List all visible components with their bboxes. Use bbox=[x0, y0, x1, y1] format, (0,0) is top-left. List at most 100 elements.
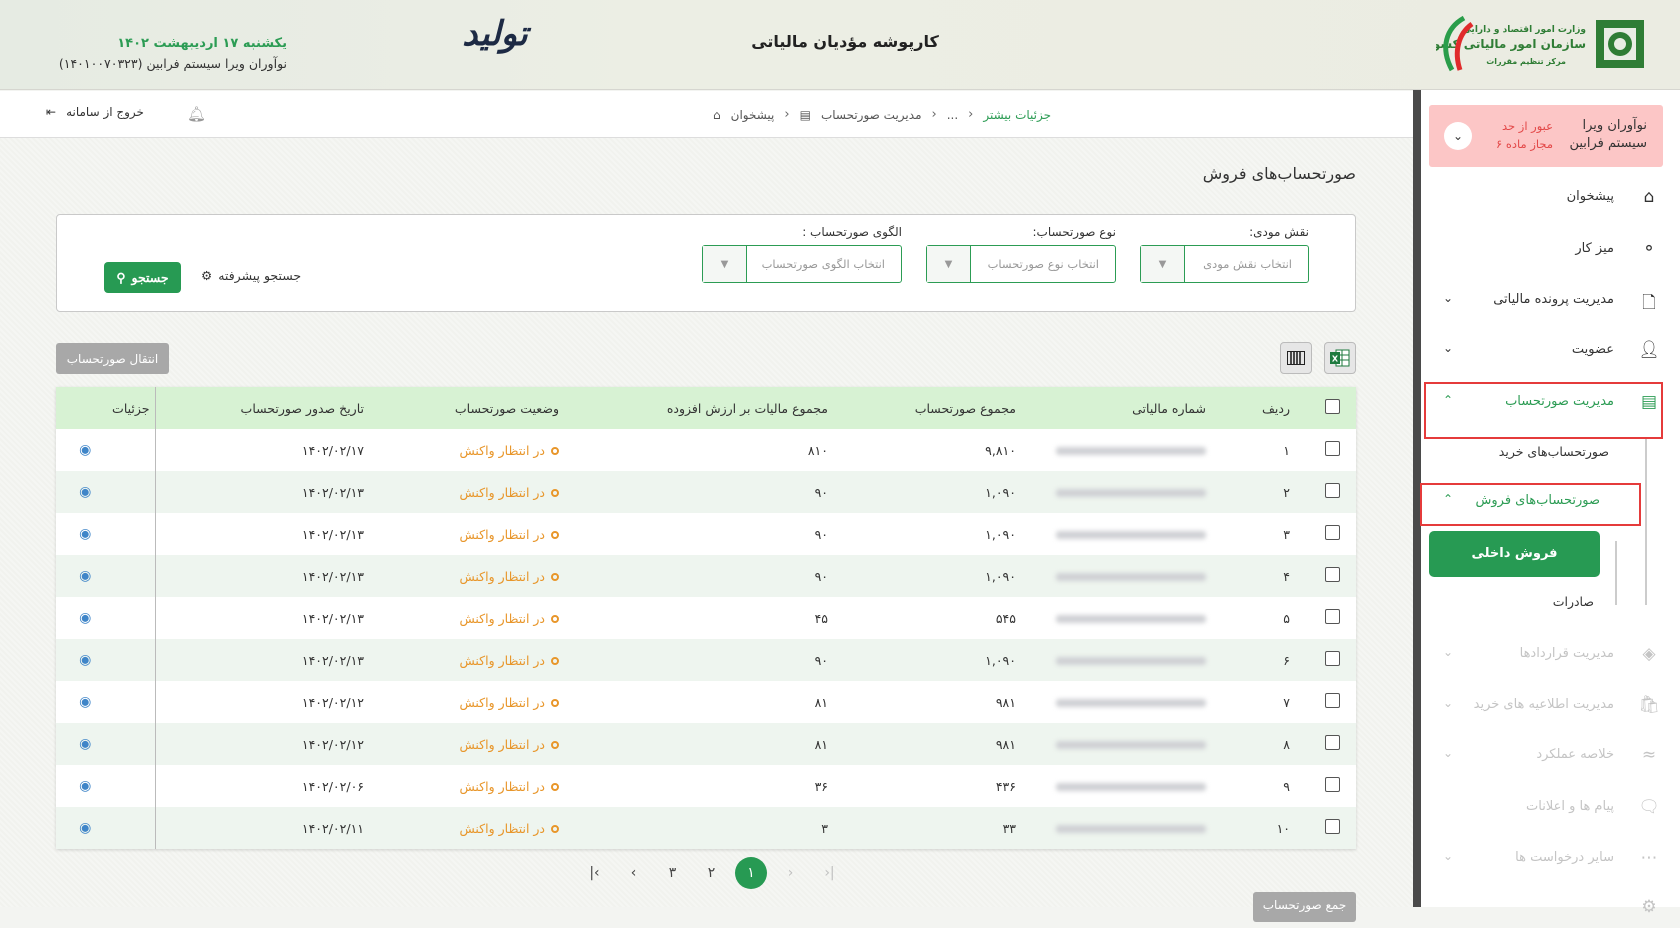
eye-icon[interactable]: ◉ bbox=[79, 736, 92, 752]
eye-icon[interactable]: ◉ bbox=[79, 484, 92, 500]
sidebar-item-purchase-notices[interactable]: 🛍︎ مدیریت اطلاعیه های خرید ⌄ bbox=[1421, 686, 1680, 726]
sidebar-item-invoice-management[interactable]: ▤ مدیریت صورتحساب ⌃ bbox=[1421, 383, 1680, 423]
breadcrumb-current: جزئیات بیشتر bbox=[983, 107, 1052, 122]
first-page-icon[interactable]: |‹ bbox=[589, 865, 600, 881]
sidebar-item-label: پیام ها و اعلانات bbox=[1526, 799, 1614, 814]
invoice-total: ۱,۰۹۰ bbox=[985, 526, 1016, 542]
main-content: صورتحساب‌های فروش نقش مودی: ▼ انتخاب نقش… bbox=[0, 138, 1413, 922]
sidebar-item-label: میز کار bbox=[1575, 241, 1614, 256]
sidebar-item-membership[interactable]: 👤︎ عضویت ⌄ bbox=[1421, 331, 1680, 371]
breadcrumb-home[interactable]: پیشخوان bbox=[730, 107, 775, 122]
search-label: جستجو bbox=[131, 271, 169, 285]
scrollbar[interactable] bbox=[1413, 90, 1421, 907]
chevron-down-icon[interactable]: ⌄ bbox=[1444, 122, 1472, 150]
row-checkbox[interactable] bbox=[1325, 525, 1340, 540]
account-alert[interactable]: نوآوران ویرا سیستم فرابین عبور از حد مجاز … bbox=[1429, 105, 1663, 167]
status-label: در انتظار واکنش bbox=[459, 484, 545, 500]
select-placeholder: انتخاب نوع صورتحساب bbox=[987, 257, 1099, 271]
table-row: ۶ ۱,۰۹۰ ۹۰ در انتظار واکنش ۱۴۰۲/۰۲/۱۳ ◉ bbox=[56, 639, 1356, 681]
message-icon: 🗨︎ bbox=[1638, 797, 1660, 817]
caret-down-icon: ▼ bbox=[703, 246, 747, 282]
transfer-invoice-button[interactable]: انتقال صورتحساب bbox=[56, 343, 169, 374]
pagination: |‹ ‹ ۳ ۲ ۱ › ›| bbox=[575, 856, 849, 890]
columns-icon bbox=[1287, 351, 1305, 365]
column-header[interactable]: مجموع مالیات بر ارزش افزوده bbox=[590, 387, 850, 429]
status-badge: در انتظار واکنش bbox=[390, 471, 590, 513]
eye-icon[interactable]: ◉ bbox=[79, 526, 92, 542]
row-checkbox[interactable] bbox=[1325, 567, 1340, 582]
filter-panel: نقش مودی: ▼ انتخاب نقش مودی نوع صورتحساب… bbox=[56, 214, 1356, 312]
caret-down-icon: ▼ bbox=[1141, 246, 1185, 282]
status-badge: در انتظار واکنش bbox=[390, 807, 590, 849]
breadcrumb-invoice-management[interactable]: مدیریت صورتحساب bbox=[820, 107, 922, 122]
chevron-down-icon: ⌄ bbox=[1443, 849, 1454, 863]
user-icon: 👤︎ bbox=[1638, 340, 1660, 360]
prev-page-icon[interactable]: ‹ bbox=[630, 865, 637, 881]
row-checkbox[interactable] bbox=[1325, 483, 1340, 498]
invoice-total: ۹۸۱ bbox=[995, 694, 1016, 710]
sidebar: نوآوران ویرا سیستم فرابین عبور از حد مجاز … bbox=[1420, 90, 1680, 917]
status-dot-icon bbox=[551, 446, 559, 455]
sidebar-item-export[interactable]: صادرات bbox=[1552, 594, 1594, 609]
sidebar-item-tax-file[interactable]: 🗋︎ مدیریت پرونده مالیاتی ⌄ bbox=[1421, 281, 1680, 321]
sidebar-item-domestic-sales[interactable]: فروش داخلی bbox=[1429, 531, 1600, 577]
invoice-pattern-select[interactable]: ▼ انتخاب الگوی صورتحساب bbox=[702, 245, 902, 283]
columns-button[interactable] bbox=[1280, 342, 1312, 374]
taxpayer-role-select[interactable]: ▼ انتخاب نقش مودی bbox=[1140, 245, 1309, 283]
invoice-type-select[interactable]: ▼ انتخاب نوع صورتحساب bbox=[926, 245, 1116, 283]
sidebar-item-performance[interactable]: ≈ خلاصه عملکرد ⌄ bbox=[1421, 736, 1680, 776]
column-header[interactable]: شماره مالیاتی bbox=[1040, 387, 1220, 429]
search-button[interactable]: ⚲ جستجو bbox=[104, 262, 181, 293]
column-header[interactable]: وضعیت صورتحساب bbox=[390, 387, 590, 429]
column-header[interactable]: ردیف bbox=[1220, 387, 1310, 429]
bell-icon[interactable]: 🔔︎ bbox=[187, 105, 207, 123]
eye-icon[interactable]: ◉ bbox=[79, 610, 92, 626]
invoice-total-button[interactable]: جمع صورتحساب bbox=[1253, 892, 1356, 922]
invoice-total: ۱,۰۹۰ bbox=[985, 484, 1016, 500]
excel-export-button[interactable]: X bbox=[1324, 342, 1356, 374]
advanced-search-button[interactable]: ⚙ جستجو پیشرفته bbox=[201, 268, 301, 283]
invoice-total: ۹۸۱ bbox=[995, 736, 1016, 752]
sidebar-item-settings[interactable]: ⚙ bbox=[1421, 888, 1680, 928]
row-checkbox[interactable] bbox=[1325, 735, 1340, 750]
sidebar-item-purchase-invoices[interactable]: صورتحساب‌های خرید bbox=[1498, 444, 1609, 459]
eye-icon[interactable]: ◉ bbox=[79, 442, 92, 458]
chevron-down-icon: ⌄ bbox=[1443, 746, 1454, 760]
page-2[interactable]: ۲ bbox=[707, 865, 716, 881]
row-checkbox[interactable] bbox=[1325, 777, 1340, 792]
sidebar-item-dashboard[interactable]: ⌂ پیشخوان bbox=[1421, 178, 1680, 218]
table-row: ۵ ۵۴۵ ۴۵ در انتظار واکنش ۱۴۰۲/۰۲/۱۳ ◉ bbox=[56, 597, 1356, 639]
column-header[interactable]: مجموع صورتحساب bbox=[850, 387, 1040, 429]
status-label: در انتظار واکنش bbox=[459, 778, 545, 794]
sidebar-item-other-requests[interactable]: ⋯ سایر درخواست ها ⌄ bbox=[1421, 839, 1680, 879]
row-checkbox[interactable] bbox=[1325, 819, 1340, 834]
status-badge: در انتظار واکنش bbox=[390, 765, 590, 807]
workspace-icon: ⚬ bbox=[1641, 239, 1657, 259]
current-date: یکشنبه ۱۷ اردیبهشت ۱۴۰۲ bbox=[117, 36, 287, 51]
status-label: در انتظار واکنش bbox=[459, 442, 545, 458]
invoice-total: ۱,۰۹۰ bbox=[985, 652, 1016, 668]
eye-icon[interactable]: ◉ bbox=[79, 652, 92, 668]
eye-icon[interactable]: ◉ bbox=[79, 694, 92, 710]
sidebar-item-workspace[interactable]: ⚬ میز کار bbox=[1421, 230, 1680, 270]
issue-date: ۱۴۰۲/۰۲/۱۳ bbox=[301, 568, 364, 584]
eye-icon[interactable]: ◉ bbox=[79, 568, 92, 584]
sidebar-item-contracts[interactable]: ◈ مدیریت قراردادها ⌄ bbox=[1421, 635, 1680, 675]
org-logo: وزارت امور اقتصاد و دارایی سازمان امور م… bbox=[1425, 14, 1648, 76]
row-checkbox[interactable] bbox=[1325, 651, 1340, 666]
svg-text:X: X bbox=[1332, 355, 1339, 364]
tax-number-blurred bbox=[1056, 824, 1206, 833]
sidebar-item-sales-invoices[interactable]: صورتحساب‌های فروش ⌃ bbox=[1421, 482, 1680, 522]
breadcrumb-ellipsis[interactable]: ... bbox=[946, 107, 959, 122]
logout-button[interactable]: ⇤ خروج از سامانه bbox=[46, 105, 144, 119]
sidebar-item-messages[interactable]: 🗨︎ پیام ها و اعلانات bbox=[1421, 788, 1680, 828]
eye-icon[interactable]: ◉ bbox=[79, 778, 92, 794]
row-checkbox[interactable] bbox=[1325, 609, 1340, 624]
row-checkbox[interactable] bbox=[1325, 693, 1340, 708]
row-checkbox[interactable] bbox=[1325, 441, 1340, 456]
select-all-checkbox[interactable] bbox=[1325, 399, 1340, 414]
page-1-current[interactable]: ۱ bbox=[735, 857, 767, 889]
page-3[interactable]: ۳ bbox=[668, 865, 677, 881]
eye-icon[interactable]: ◉ bbox=[79, 820, 92, 836]
column-header[interactable]: تاریخ صدور صورتحساب bbox=[155, 387, 390, 429]
